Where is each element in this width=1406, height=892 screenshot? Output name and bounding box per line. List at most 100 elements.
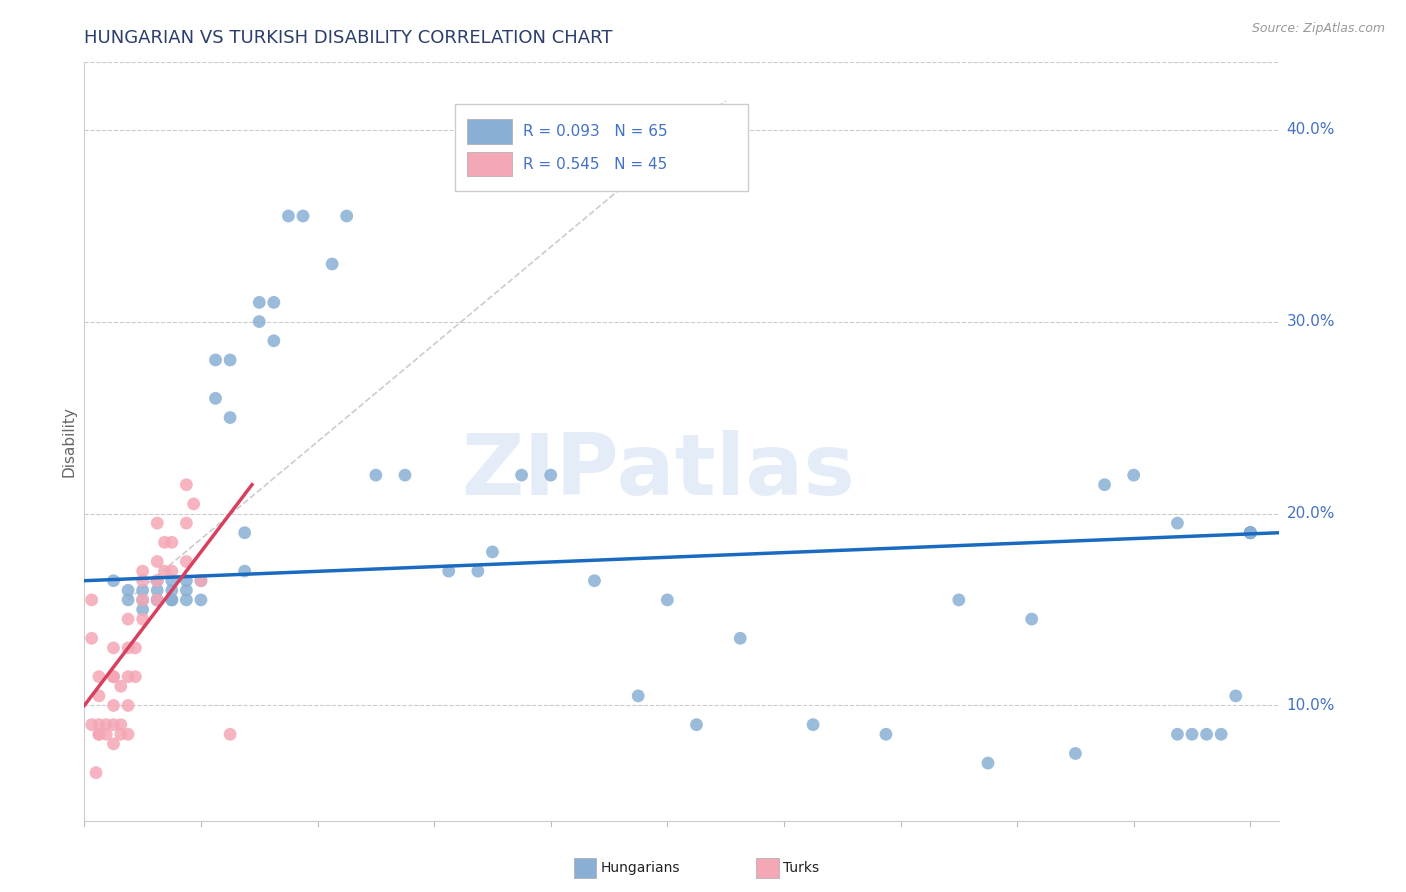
- Point: [160, 535, 183, 549]
- Point: [131, 612, 153, 626]
- Point: [110, 727, 132, 741]
- Text: R = 0.545   N = 45: R = 0.545 N = 45: [523, 156, 668, 171]
- Point: [146, 574, 169, 588]
- Point: [204, 392, 226, 406]
- Point: [728, 632, 751, 646]
- Point: [103, 670, 125, 684]
- Point: [467, 564, 489, 578]
- Point: [131, 602, 153, 616]
- Point: [801, 717, 824, 731]
- Point: [1239, 525, 1261, 540]
- Point: [87, 689, 110, 703]
- Point: [103, 717, 125, 731]
- Point: [131, 593, 153, 607]
- Text: Source: ZipAtlas.com: Source: ZipAtlas.com: [1251, 22, 1385, 36]
- Point: [247, 295, 270, 310]
- Point: [176, 554, 198, 568]
- Point: [117, 640, 139, 655]
- Point: [146, 574, 169, 588]
- Point: [583, 574, 606, 588]
- Point: [80, 717, 103, 731]
- Point: [103, 574, 125, 588]
- Point: [103, 737, 125, 751]
- Point: [1122, 468, 1144, 483]
- Point: [146, 554, 169, 568]
- Point: [1239, 525, 1261, 540]
- Point: [1181, 727, 1204, 741]
- Point: [1064, 747, 1087, 761]
- Point: [1239, 525, 1261, 540]
- Point: [160, 593, 183, 607]
- Point: [685, 717, 707, 731]
- Point: [153, 564, 176, 578]
- Point: [1225, 689, 1247, 703]
- Point: [1166, 516, 1188, 530]
- FancyBboxPatch shape: [467, 152, 512, 177]
- Point: [263, 334, 285, 348]
- Point: [364, 468, 387, 483]
- Point: [219, 353, 242, 368]
- Text: HUNGARIAN VS TURKISH DISABILITY CORRELATION CHART: HUNGARIAN VS TURKISH DISABILITY CORRELAT…: [84, 29, 613, 47]
- Point: [481, 545, 503, 559]
- Point: [336, 209, 359, 223]
- Point: [190, 593, 212, 607]
- Point: [176, 593, 198, 607]
- Point: [1094, 477, 1116, 491]
- Point: [146, 583, 169, 598]
- Text: 40.0%: 40.0%: [1286, 122, 1336, 137]
- Text: 20.0%: 20.0%: [1286, 506, 1336, 521]
- Point: [1166, 727, 1188, 741]
- Point: [394, 468, 416, 483]
- Text: Hungarians: Hungarians: [600, 861, 681, 875]
- Point: [948, 593, 970, 607]
- Point: [103, 640, 125, 655]
- Point: [627, 689, 650, 703]
- Point: [219, 410, 242, 425]
- Point: [277, 209, 299, 223]
- Point: [1239, 525, 1261, 540]
- Point: [110, 717, 132, 731]
- Point: [96, 727, 118, 741]
- Point: [124, 670, 146, 684]
- Point: [87, 727, 110, 741]
- Point: [540, 468, 562, 483]
- Point: [84, 765, 107, 780]
- Point: [146, 593, 169, 607]
- Point: [124, 640, 146, 655]
- Point: [110, 679, 132, 693]
- Point: [219, 727, 242, 741]
- Point: [131, 574, 153, 588]
- Text: R = 0.093   N = 65: R = 0.093 N = 65: [523, 124, 668, 139]
- Point: [176, 477, 198, 491]
- Point: [437, 564, 460, 578]
- Point: [190, 574, 212, 588]
- Point: [1239, 525, 1261, 540]
- Point: [103, 698, 125, 713]
- Point: [146, 593, 169, 607]
- Point: [117, 698, 139, 713]
- Point: [96, 717, 118, 731]
- Text: ZIPatlas: ZIPatlas: [461, 430, 855, 514]
- Point: [146, 516, 169, 530]
- Point: [1211, 727, 1233, 741]
- Point: [160, 574, 183, 588]
- Point: [131, 583, 153, 598]
- Point: [131, 564, 153, 578]
- Point: [1239, 525, 1261, 540]
- Point: [117, 612, 139, 626]
- Point: [204, 353, 226, 368]
- Point: [233, 564, 256, 578]
- Text: Turks: Turks: [783, 861, 820, 875]
- Point: [291, 209, 314, 223]
- Point: [183, 497, 205, 511]
- Point: [117, 670, 139, 684]
- Point: [176, 583, 198, 598]
- Point: [160, 593, 183, 607]
- Point: [977, 756, 1000, 770]
- Point: [117, 727, 139, 741]
- Point: [87, 717, 110, 731]
- Point: [176, 574, 198, 588]
- FancyBboxPatch shape: [456, 104, 748, 191]
- Point: [233, 525, 256, 540]
- Point: [87, 670, 110, 684]
